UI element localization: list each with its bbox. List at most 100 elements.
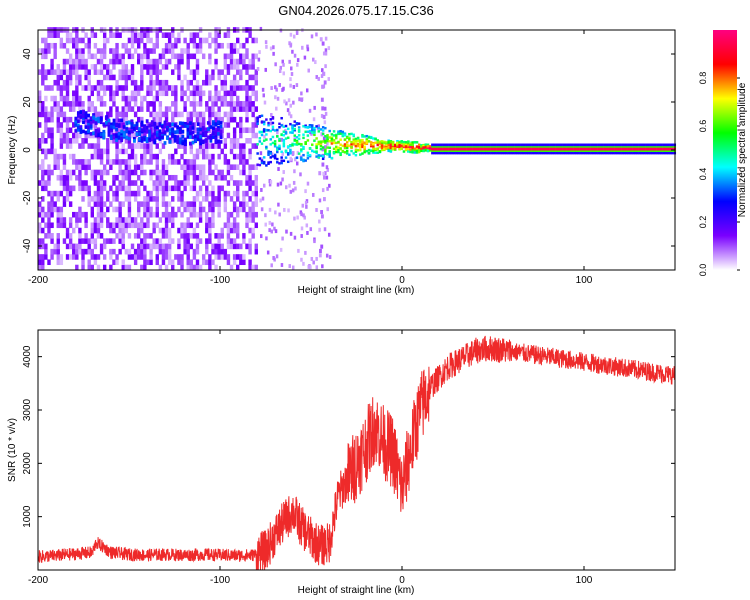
- heatmap-cell: [189, 264, 193, 271]
- heatmap-cell: [339, 129, 342, 133]
- heatmap-cell: [84, 69, 88, 75]
- heatmap-cell: [78, 211, 82, 218]
- heatmap-cell: [78, 164, 82, 170]
- heatmap-cell: [189, 233, 193, 239]
- heatmap-cell: [158, 116, 163, 123]
- heatmap-cell: [527, 145, 530, 148]
- spectrogram-x-axis-label: Height of straight line (km): [298, 285, 415, 296]
- heatmap-cell: [492, 151, 495, 155]
- heatmap-cell: [168, 139, 172, 144]
- heatmap-cell: [614, 150, 618, 152]
- heatmap-cell: [214, 64, 218, 70]
- heatmap-cell: [115, 233, 119, 239]
- heatmap-cell: [211, 120, 215, 124]
- heatmap-cell: [642, 143, 646, 147]
- heatmap-cell: [356, 142, 360, 146]
- heatmap-cell: [62, 159, 67, 165]
- heatmap-cell: [41, 259, 45, 266]
- heatmap-cell: [109, 69, 113, 75]
- heatmap-cell: [621, 143, 624, 147]
- heatmap-cell: [97, 116, 101, 121]
- heatmap-cell: [317, 130, 321, 133]
- heatmap-cell: [666, 147, 670, 151]
- heatmap-cell: [298, 97, 301, 102]
- heatmap-cell: [102, 135, 106, 140]
- heatmap-cell: [232, 132, 237, 139]
- heatmap-cell: [124, 164, 129, 170]
- heatmap-cell: [96, 217, 101, 223]
- heatmap-cell: [122, 133, 126, 137]
- heatmap-cell: [494, 147, 497, 151]
- heatmap-cell: [78, 169, 82, 176]
- heatmap-cell: [268, 182, 272, 187]
- heatmap-cell: [93, 122, 98, 128]
- heatmap-cell: [239, 42, 243, 49]
- heatmap-cell: [261, 196, 265, 201]
- heatmap-cell: [293, 139, 297, 142]
- heatmap-cell: [158, 217, 163, 223]
- heatmap-cell: [186, 116, 190, 123]
- heatmap-cell: [65, 101, 70, 107]
- heatmap-cell: [577, 151, 580, 155]
- heatmap-cell: [498, 151, 502, 155]
- heatmap-cell: [306, 134, 310, 137]
- heatmap-cell: [318, 227, 321, 232]
- heatmap-cell: [354, 144, 358, 148]
- heatmap-cell: [174, 53, 178, 60]
- heatmap-cell: [56, 206, 60, 213]
- heatmap-cell: [140, 120, 144, 125]
- heatmap-cell: [282, 86, 285, 91]
- heatmap-cell: [380, 140, 384, 143]
- heatmap-cell: [546, 147, 550, 151]
- heatmap-cell: [47, 190, 51, 197]
- heatmap-cell: [300, 234, 303, 238]
- spectrogram-y-axis-label: Frequency (Hz): [7, 116, 18, 185]
- heatmap-cell: [102, 32, 107, 38]
- heatmap-cell: [248, 64, 252, 70]
- heatmap-cell: [496, 151, 500, 155]
- heatmap-cell: [87, 243, 91, 250]
- heatmap-cell: [140, 123, 144, 127]
- heatmap-cell: [321, 84, 324, 89]
- heatmap-cell: [137, 248, 141, 255]
- heatmap-cell: [195, 153, 200, 160]
- heatmap-cell: [146, 217, 150, 223]
- heatmap-cell: [236, 164, 240, 170]
- heatmap-cell: [44, 74, 48, 81]
- heatmap-cell: [176, 135, 180, 139]
- heatmap-cell: [232, 143, 237, 149]
- heatmap-cell: [450, 147, 454, 151]
- heatmap-cell: [109, 248, 113, 255]
- heatmap-cell: [115, 85, 119, 91]
- heatmap-cell: [164, 211, 169, 218]
- heatmap-cell: [380, 146, 384, 150]
- heatmap-cell: [426, 149, 430, 153]
- heatmap-cell: [584, 147, 587, 151]
- heatmap-cell: [93, 174, 98, 181]
- heatmap-cell: [446, 151, 449, 155]
- heatmap-cell: [321, 41, 325, 46]
- heatmap-cell: [84, 113, 88, 118]
- heatmap-cell: [133, 95, 138, 102]
- heatmap-cell: [109, 95, 113, 102]
- heatmap-cell: [226, 116, 231, 123]
- heatmap-cell: [535, 145, 539, 148]
- heatmap-cell: [198, 48, 203, 54]
- heatmap-cell: [245, 106, 249, 112]
- heatmap-cell: [171, 122, 175, 127]
- heatmap-cell: [62, 116, 67, 123]
- heatmap-cell: [195, 248, 200, 255]
- heatmap-cell: [68, 32, 73, 38]
- heatmap-cell: [415, 147, 419, 151]
- heatmap-cell: [264, 213, 267, 218]
- heatmap-cell: [192, 180, 197, 186]
- heatmap-cell: [431, 145, 434, 148]
- heatmap-cell: [75, 174, 79, 181]
- heatmap-cell: [457, 143, 460, 147]
- heatmap-cell: [217, 211, 221, 218]
- heatmap-cell: [192, 174, 197, 181]
- heatmap-cell: [361, 138, 364, 142]
- heatmap-cell: [623, 147, 626, 151]
- heatmap-cell: [638, 150, 642, 152]
- heatmap-cell: [110, 136, 113, 141]
